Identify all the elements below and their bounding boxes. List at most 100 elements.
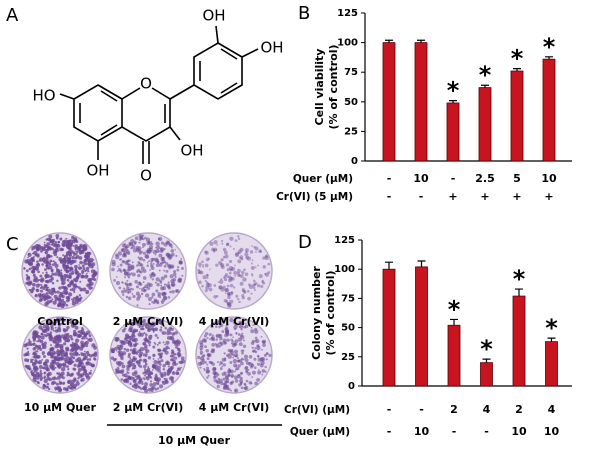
colony [175,289,180,293]
colony [251,363,254,366]
colony [152,345,156,349]
colony [123,271,128,275]
colony [212,366,217,371]
colony [41,263,44,266]
colony [115,280,121,286]
colony [54,272,58,276]
colony [32,252,35,255]
colony [74,246,78,250]
colony [43,341,47,345]
colony [151,259,154,262]
colony [67,292,73,297]
colony [40,335,45,340]
colony [40,249,43,253]
colony [120,369,125,373]
colony [42,325,47,329]
colony [131,292,134,295]
colony [155,263,160,268]
colony [37,244,41,248]
colony [116,276,118,278]
colony [143,331,146,335]
colony [213,284,217,287]
colony [234,354,238,358]
colony [159,371,163,376]
colony [117,267,122,272]
colony [208,332,212,337]
colony [149,380,153,383]
colony [81,337,84,340]
colony [146,369,150,373]
colony [169,274,174,279]
colony [25,276,31,281]
colony [124,245,128,250]
colony [84,252,87,255]
colony [234,239,238,243]
colony [150,327,155,331]
colony [48,320,54,325]
colony [65,251,70,255]
colony [65,346,70,351]
colony [40,284,43,286]
colony [80,352,85,357]
colony [229,268,233,272]
colony [70,320,73,323]
colony [122,351,127,356]
colony [60,352,65,357]
colony [129,326,133,331]
colony [257,264,260,267]
colony [70,279,73,282]
colony [147,387,152,392]
colony [55,317,61,322]
y-tick-label: 50 [344,97,358,108]
colony [251,370,256,375]
colony [49,300,52,303]
row-label: Cr(VI) (μM) [284,404,350,416]
colony [111,262,116,267]
colony [159,249,164,253]
colony [237,337,243,342]
colony [51,272,55,276]
colony [215,372,219,376]
bar [447,324,461,387]
colony [204,279,207,282]
colony [91,343,96,348]
colony [172,272,177,277]
colony [153,341,156,344]
colony [56,375,61,380]
colony [158,263,163,267]
colony [148,260,151,263]
colony [215,263,219,267]
colony [121,247,126,253]
colony [73,368,76,371]
colony [32,358,34,361]
plates [21,232,273,394]
colony [81,264,85,268]
colony [251,245,253,247]
colony [84,269,87,273]
colony [124,276,127,279]
colony [41,246,46,251]
colony [70,281,75,286]
colony [69,379,71,382]
colony [79,260,83,265]
colony [250,292,253,295]
colony [159,355,163,359]
colony [47,387,51,391]
colony [230,276,233,279]
colony [51,364,55,368]
atom-label: O [140,167,152,185]
colony [155,241,160,246]
colony [244,385,249,390]
colony [263,340,266,343]
colony [80,361,84,364]
colony [244,252,249,257]
colony [232,358,238,364]
colony [251,274,254,277]
colony [49,243,51,246]
colony [63,276,67,280]
colony [93,352,98,358]
colony [238,274,241,277]
colony [147,297,152,302]
colony [74,325,79,330]
colony [221,242,224,245]
